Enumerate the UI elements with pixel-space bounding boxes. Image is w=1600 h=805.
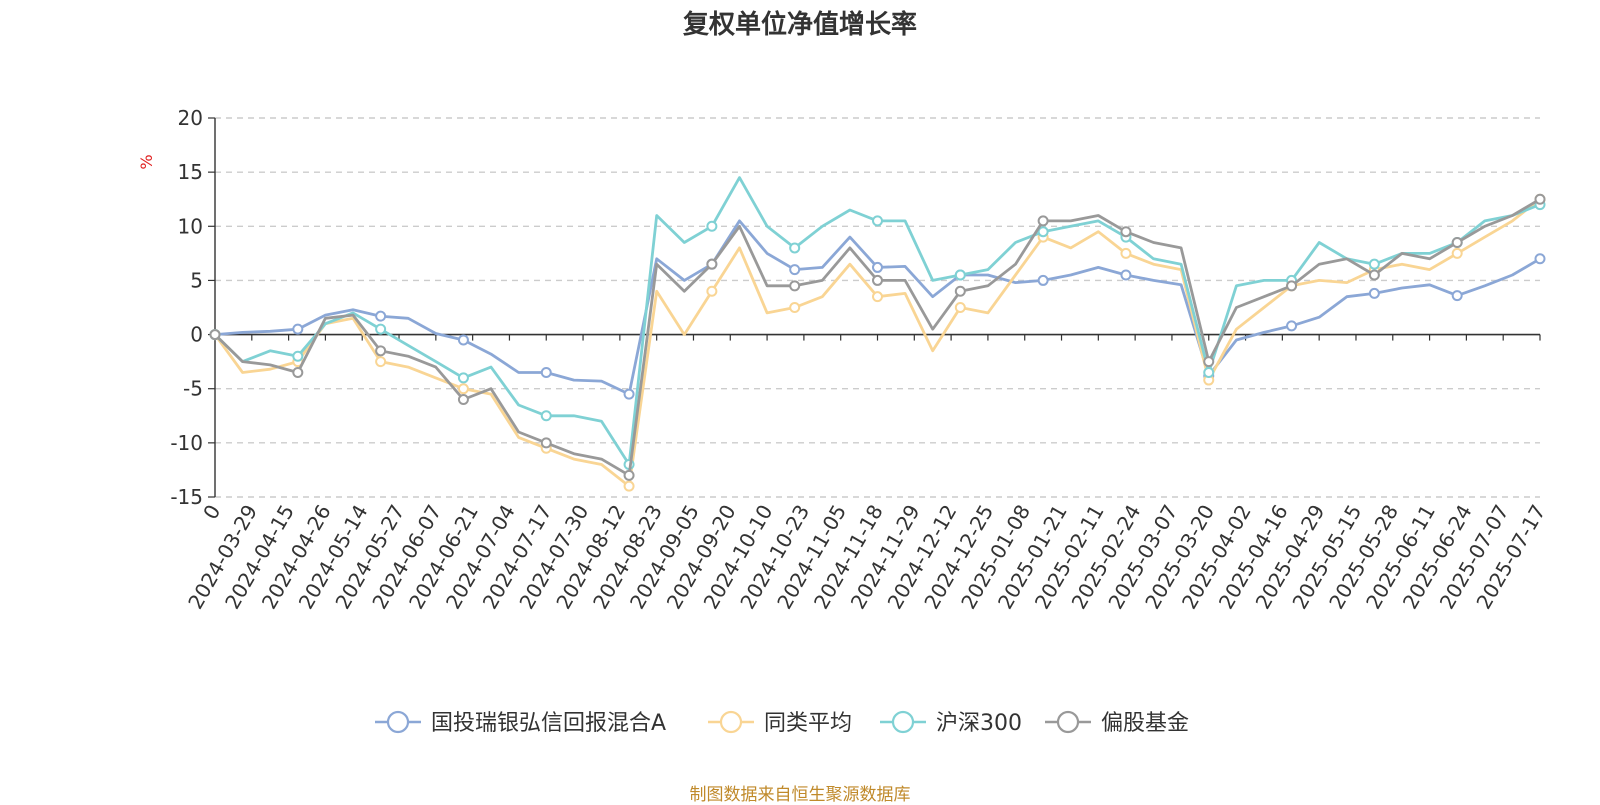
- legend-circle-icon: [891, 710, 915, 734]
- series-point: [872, 261, 883, 273]
- y-tick-label: 0: [190, 323, 203, 347]
- series-point: [540, 410, 552, 422]
- series-point: [706, 258, 718, 270]
- y-tick-label: -5: [183, 377, 203, 401]
- series-point: [540, 437, 552, 449]
- series-point: [209, 329, 221, 341]
- series-point: [954, 302, 966, 313]
- series-layer: [209, 176, 1546, 492]
- series-point: [375, 323, 387, 335]
- legend-circle-icon: [719, 710, 743, 734]
- legend-label: 国投瑞银弘信回报混合A: [431, 711, 666, 736]
- grid-layer: [215, 117, 1540, 498]
- legend-item[interactable]: 偏股基金: [1045, 710, 1189, 736]
- series-point: [292, 350, 304, 362]
- y-tick-label: -15: [170, 485, 203, 509]
- series-point: [789, 242, 801, 254]
- series-point: [1120, 226, 1132, 238]
- series-point: [457, 334, 469, 346]
- legend-circle-icon: [1056, 710, 1080, 734]
- series-point: [1286, 280, 1298, 292]
- series-point: [540, 366, 552, 378]
- legend-item[interactable]: 同类平均: [708, 710, 852, 736]
- series-point: [706, 220, 718, 232]
- legend-label: 沪深300: [936, 711, 1022, 736]
- x-tick-label: 0: [198, 501, 225, 524]
- series-point: [1451, 237, 1463, 249]
- y-tick-label: 5: [190, 268, 203, 292]
- series-point: [457, 372, 469, 384]
- series-point: [623, 480, 635, 492]
- legend[interactable]: 国投瑞银弘信回报混合A 同类平均 沪深300 偏股基金: [375, 710, 1189, 736]
- series-point: [1451, 247, 1463, 259]
- series-point: [789, 264, 801, 276]
- y-tick-label: -10: [170, 431, 203, 455]
- legend-item[interactable]: 国投瑞银弘信回报混合A: [375, 710, 666, 736]
- chart-title: 复权单位净值增长率: [682, 10, 917, 40]
- y-tick-label: 15: [178, 160, 203, 184]
- series-point: [623, 469, 635, 481]
- series-point: [954, 269, 966, 281]
- series-point: [872, 215, 883, 227]
- series-point: [1203, 356, 1215, 368]
- series-point: [706, 285, 718, 297]
- series-point: [789, 302, 801, 313]
- legend-item[interactable]: 沪深300: [880, 710, 1022, 736]
- legend-circle-icon: [386, 710, 410, 734]
- series-point: [1286, 320, 1298, 332]
- series-point: [1368, 269, 1380, 281]
- series-point: [1203, 366, 1215, 378]
- series-point: [789, 280, 801, 292]
- series-point: [1534, 253, 1546, 265]
- series-point: [375, 310, 387, 322]
- series-point: [1368, 287, 1380, 299]
- series-point: [872, 291, 883, 303]
- series-point: [375, 345, 387, 357]
- series-point: [1451, 290, 1463, 302]
- series-point: [1037, 215, 1049, 227]
- series-point: [457, 383, 469, 395]
- series-point: [1120, 247, 1132, 259]
- legend-label: 同类平均: [764, 711, 852, 736]
- series-point: [292, 366, 304, 378]
- y-unit-label: %: [137, 154, 156, 169]
- y-tick-label: 10: [178, 214, 203, 238]
- series-point: [1120, 269, 1132, 281]
- series-point: [623, 388, 635, 400]
- y-tick-label: 20: [178, 106, 203, 130]
- series-point: [1037, 226, 1049, 238]
- series-point: [1037, 274, 1049, 286]
- series-point: [872, 274, 883, 286]
- series-point: [1534, 193, 1546, 205]
- source-note: 制图数据来自恒生聚源数据库: [689, 785, 911, 805]
- series-point: [457, 394, 469, 406]
- legend-label: 偏股基金: [1101, 711, 1189, 736]
- series-point: [954, 285, 966, 297]
- series-point: [292, 323, 304, 335]
- series-point: [1368, 258, 1380, 270]
- axis-layer: 20151050-5-10-15%02024-03-292024-04-1520…: [137, 106, 1550, 613]
- series-point: [375, 356, 387, 368]
